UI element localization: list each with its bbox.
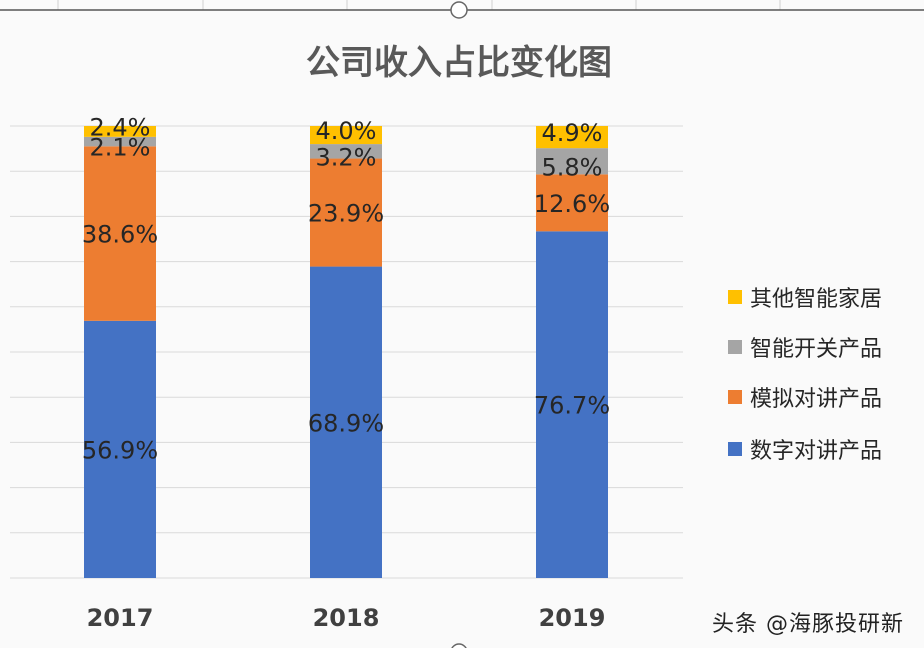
legend-label: 其他智能家居 [750, 287, 882, 312]
legend-swatch [728, 442, 742, 456]
data-label: 76.7% [534, 392, 610, 420]
legend-swatch [728, 290, 742, 304]
bar-segment [84, 136, 156, 147]
data-label: 2.4% [90, 113, 151, 141]
bar-segment [536, 174, 608, 232]
data-label: 56.9% [82, 436, 158, 464]
legend-label: 数字对讲产品 [750, 439, 882, 464]
data-label: 5.8% [542, 153, 603, 181]
bar-segment [536, 148, 608, 175]
bar-segment [84, 146, 156, 321]
bar-segment [84, 320, 156, 578]
chart-title: 公司收入占比变化图 [306, 43, 612, 83]
selection-handle[interactable] [450, 1, 468, 19]
bar-segment [536, 231, 608, 579]
bar-segment [310, 158, 382, 267]
bar-segment [84, 126, 156, 137]
data-label: 12.6% [534, 190, 610, 218]
bar-segment [310, 126, 382, 145]
bar-segment [536, 126, 608, 149]
data-label: 38.6% [82, 221, 158, 249]
data-label: 4.9% [542, 119, 603, 147]
data-label: 3.2% [316, 143, 377, 171]
x-tick-label: 2018 [313, 604, 380, 632]
bar-segment [310, 144, 382, 159]
x-tick-label: 2017 [87, 604, 154, 632]
data-label: 2.1% [90, 134, 151, 162]
data-label: 23.9% [308, 200, 384, 228]
x-tick-label: 2019 [539, 604, 606, 632]
data-label: 4.0% [316, 117, 377, 145]
bar-segment [310, 266, 382, 578]
legend-label: 模拟对讲产品 [750, 387, 882, 412]
legend-label: 智能开关产品 [750, 337, 882, 362]
selection-handle[interactable] [451, 643, 467, 648]
data-label: 68.9% [308, 409, 384, 437]
legend-swatch [728, 390, 742, 404]
legend-swatch [728, 340, 742, 354]
watermark: 头条 @海豚投研新 [712, 612, 904, 637]
